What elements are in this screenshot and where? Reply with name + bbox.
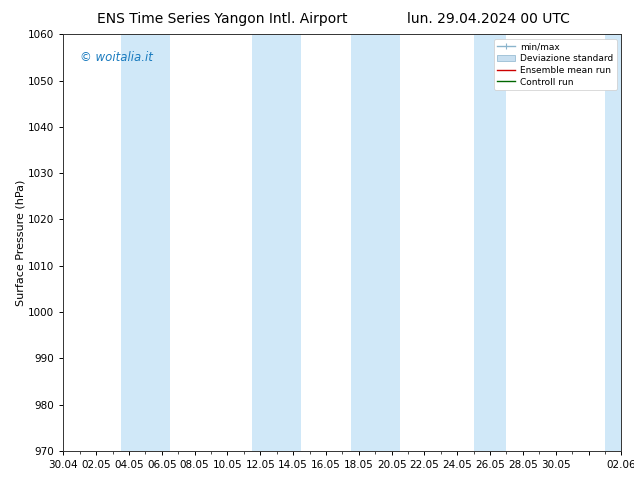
Bar <box>605 34 634 451</box>
Text: ENS Time Series Yangon Intl. Airport: ENS Time Series Yangon Intl. Airport <box>96 12 347 26</box>
Bar <box>474 34 507 451</box>
Bar <box>121 34 170 451</box>
Text: lun. 29.04.2024 00 UTC: lun. 29.04.2024 00 UTC <box>407 12 569 26</box>
Y-axis label: Surface Pressure (hPa): Surface Pressure (hPa) <box>15 179 25 306</box>
Legend: min/max, Deviazione standard, Ensemble mean run, Controll run: min/max, Deviazione standard, Ensemble m… <box>494 39 617 90</box>
Text: © woitalia.it: © woitalia.it <box>80 51 153 64</box>
Bar <box>252 34 301 451</box>
Bar <box>351 34 400 451</box>
